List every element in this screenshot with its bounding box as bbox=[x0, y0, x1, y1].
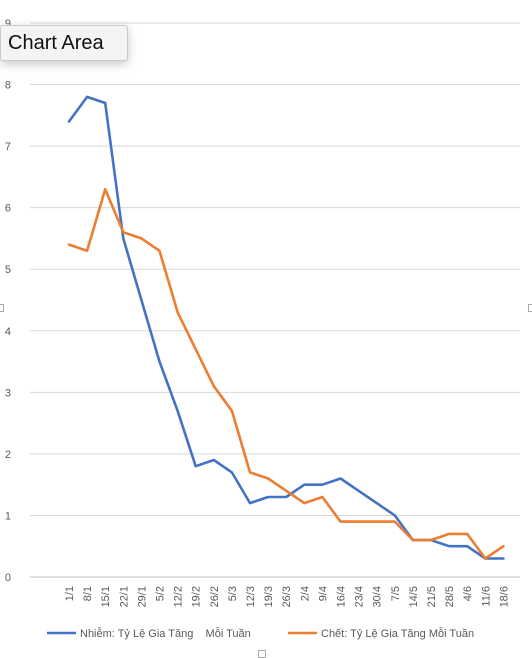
y-axis-tick-labels: 0 1 2 3 4 5 6 7 8 9 bbox=[5, 18, 11, 584]
resize-handle-right[interactable] bbox=[528, 304, 532, 312]
y-tick-label: 2 bbox=[5, 449, 11, 461]
legend-label: Nhiễm: Tỷ Lệ Gia Tăng Mỗi Tuần bbox=[80, 627, 251, 640]
y-tick-label: 6 bbox=[5, 203, 11, 215]
y-tick-label: 4 bbox=[5, 326, 11, 338]
x-tick-label: 29/1 bbox=[136, 586, 148, 607]
y-tick-label: 0 bbox=[5, 572, 11, 584]
y-tick-label: 3 bbox=[5, 387, 11, 399]
x-tick-label: 5/3 bbox=[227, 586, 239, 601]
x-tick-label: 21/5 bbox=[426, 586, 438, 607]
x-tick-label: 26/3 bbox=[281, 586, 293, 607]
legend[interactable]: Nhiễm: Tỷ Lệ Gia Tăng Mỗi Tuần Chết: Tỷ L… bbox=[47, 627, 474, 640]
legend-item-infections[interactable]: Nhiễm: Tỷ Lệ Gia Tăng Mỗi Tuần bbox=[47, 627, 251, 640]
x-tick-label: 26/2 bbox=[209, 586, 221, 607]
x-tick-label: 4/6 bbox=[462, 586, 474, 601]
y-tick-label: 9 bbox=[5, 18, 11, 30]
x-axis-tick-labels: 1/1 8/1 15/1 22/1 29/1 5/2 12/2 19/2 26/2 5/3 12/3… bbox=[64, 586, 510, 607]
x-tick-label: 1/1 bbox=[64, 586, 76, 601]
x-tick-label: 19/3 bbox=[263, 586, 275, 607]
y-tick-label: 7 bbox=[5, 141, 11, 153]
x-tick-label: 18/6 bbox=[498, 586, 510, 607]
chart-area-tooltip: Chart Area bbox=[0, 25, 128, 61]
resize-handle-left[interactable] bbox=[0, 304, 4, 312]
resize-handle-bottom[interactable] bbox=[258, 650, 266, 658]
legend-item-deaths[interactable]: Chết: Tỷ Lệ Gia Tăng Mỗi Tuần bbox=[288, 627, 474, 640]
x-tick-label: 9/4 bbox=[317, 586, 329, 601]
y-tick-label: 1 bbox=[5, 510, 11, 522]
x-tick-label: 22/1 bbox=[118, 586, 130, 607]
x-tick-label: 16/4 bbox=[336, 586, 348, 607]
x-tick-label: 23/4 bbox=[354, 586, 366, 607]
x-tick-label: 30/4 bbox=[372, 586, 384, 607]
x-tick-label: 19/2 bbox=[191, 586, 203, 607]
x-tick-label: 7/5 bbox=[390, 586, 402, 601]
x-tick-label: 11/6 bbox=[480, 586, 492, 607]
x-tick-label: 12/3 bbox=[245, 586, 257, 607]
gridlines bbox=[30, 22, 520, 578]
series-line-deaths[interactable] bbox=[67, 187, 505, 560]
plot-series bbox=[67, 95, 505, 560]
y-tick-label: 5 bbox=[5, 264, 11, 276]
x-tick-label: 2/4 bbox=[299, 586, 311, 601]
x-tick-label: 12/2 bbox=[173, 586, 185, 607]
x-tick-label: 14/5 bbox=[408, 586, 420, 607]
x-tick-label: 5/2 bbox=[155, 586, 167, 601]
x-tick-label: 15/1 bbox=[100, 586, 112, 607]
x-tick-label: 28/5 bbox=[444, 586, 456, 607]
legend-label: Chết: Tỷ Lệ Gia Tăng Mỗi Tuần bbox=[321, 627, 474, 640]
x-tick-label: 8/1 bbox=[82, 586, 94, 601]
y-tick-label: 8 bbox=[5, 80, 11, 92]
